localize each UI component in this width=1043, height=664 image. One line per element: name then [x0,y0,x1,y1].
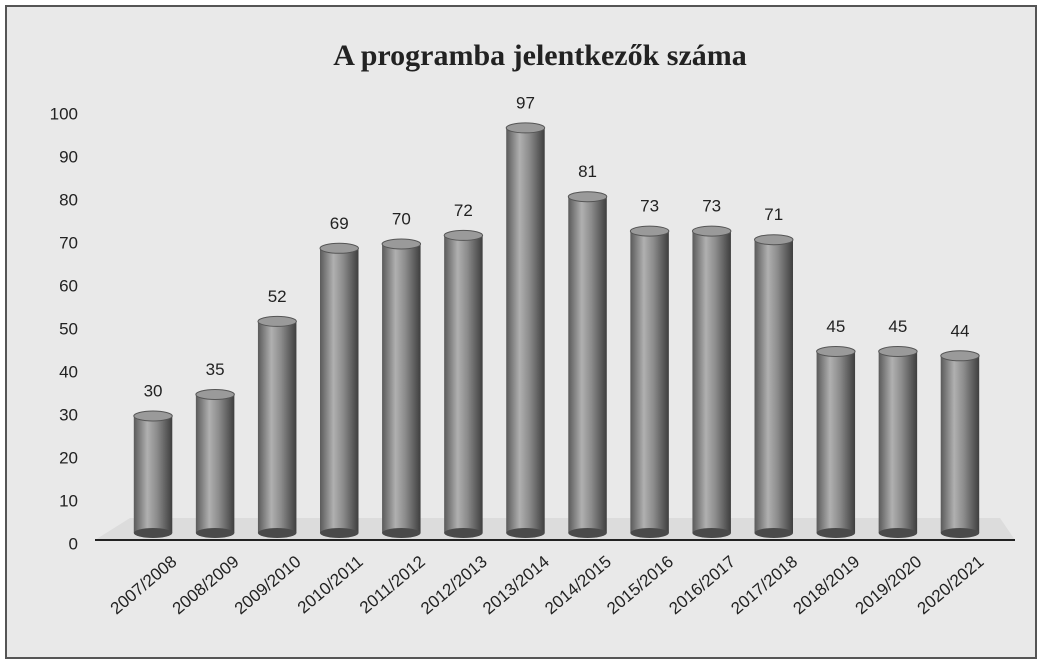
bar [319,242,359,538]
bar-body [382,244,421,533]
bar-top [381,238,422,250]
bar-body [816,351,856,533]
y-tick-label: 90 [59,147,78,166]
bar [443,229,484,538]
bar-base [630,528,669,538]
y-tick-label: 30 [59,405,78,424]
bar-body [444,235,483,533]
bar-body [133,416,173,533]
bar-top [940,350,980,362]
bar [505,122,546,538]
bar-top [567,191,608,203]
y-tick-label: 100 [50,104,78,123]
y-tick-label: 40 [59,362,78,381]
data-label: 30 [144,381,163,400]
data-label: 35 [206,360,225,379]
bar-top [195,389,235,400]
data-label: 44 [951,321,970,340]
data-label: 73 [702,197,721,216]
y-tick-label: 70 [59,233,78,252]
bar-base [940,528,980,538]
bar [567,191,608,538]
bar-base [754,528,793,538]
y-tick-label: 20 [59,448,78,467]
bar-body [568,196,607,533]
bar-body [754,239,793,533]
y-tick-label: 0 [69,534,78,553]
bar-base [320,528,359,538]
bar-base [444,528,483,538]
bar-base [382,528,421,538]
bar-body [257,321,297,533]
bar [878,346,918,538]
bar-body [320,248,359,534]
bar-top [133,410,173,422]
data-label: 45 [888,317,907,336]
bar [257,315,297,538]
bar-body [692,231,731,533]
bar-base [692,528,731,538]
data-label: 73 [640,197,659,216]
bar-top [691,225,732,237]
bar-body [940,355,980,533]
bar-top [816,346,856,357]
bar-base [506,528,545,538]
bar-base [878,528,918,538]
bar-top [443,229,484,241]
bar-body [506,127,545,534]
y-tick-label: 10 [59,491,78,510]
bar-top [505,122,546,134]
bar-top [319,242,359,254]
bar-top [878,346,918,357]
bar-body [195,394,235,533]
bar-base [816,528,856,538]
bar-top [257,315,297,327]
data-label: 70 [392,209,411,228]
bar [381,238,422,538]
bar-base [195,528,235,538]
data-label: 71 [764,205,783,224]
data-label: 81 [578,162,597,181]
bar [629,225,670,538]
bar-base [133,528,173,538]
bar [195,389,235,538]
bar-top [754,234,794,246]
data-label: 69 [330,214,349,233]
bar-body [878,351,918,533]
bar-body [630,231,669,533]
data-label: 97 [516,93,535,112]
bar [940,350,980,538]
y-tick-label: 50 [59,319,78,338]
bar-base [568,528,607,538]
data-label: 45 [826,317,845,336]
bar [754,234,794,538]
data-label: 72 [454,201,473,220]
bar-base [257,528,297,538]
data-label: 52 [268,287,287,306]
y-tick-label: 80 [59,190,78,209]
bar [133,410,173,538]
bar [691,225,732,538]
bar-top [629,225,670,237]
chart-title: A programba jelentkezők száma [333,39,747,72]
y-tick-label: 60 [59,276,78,295]
bar [816,346,856,538]
